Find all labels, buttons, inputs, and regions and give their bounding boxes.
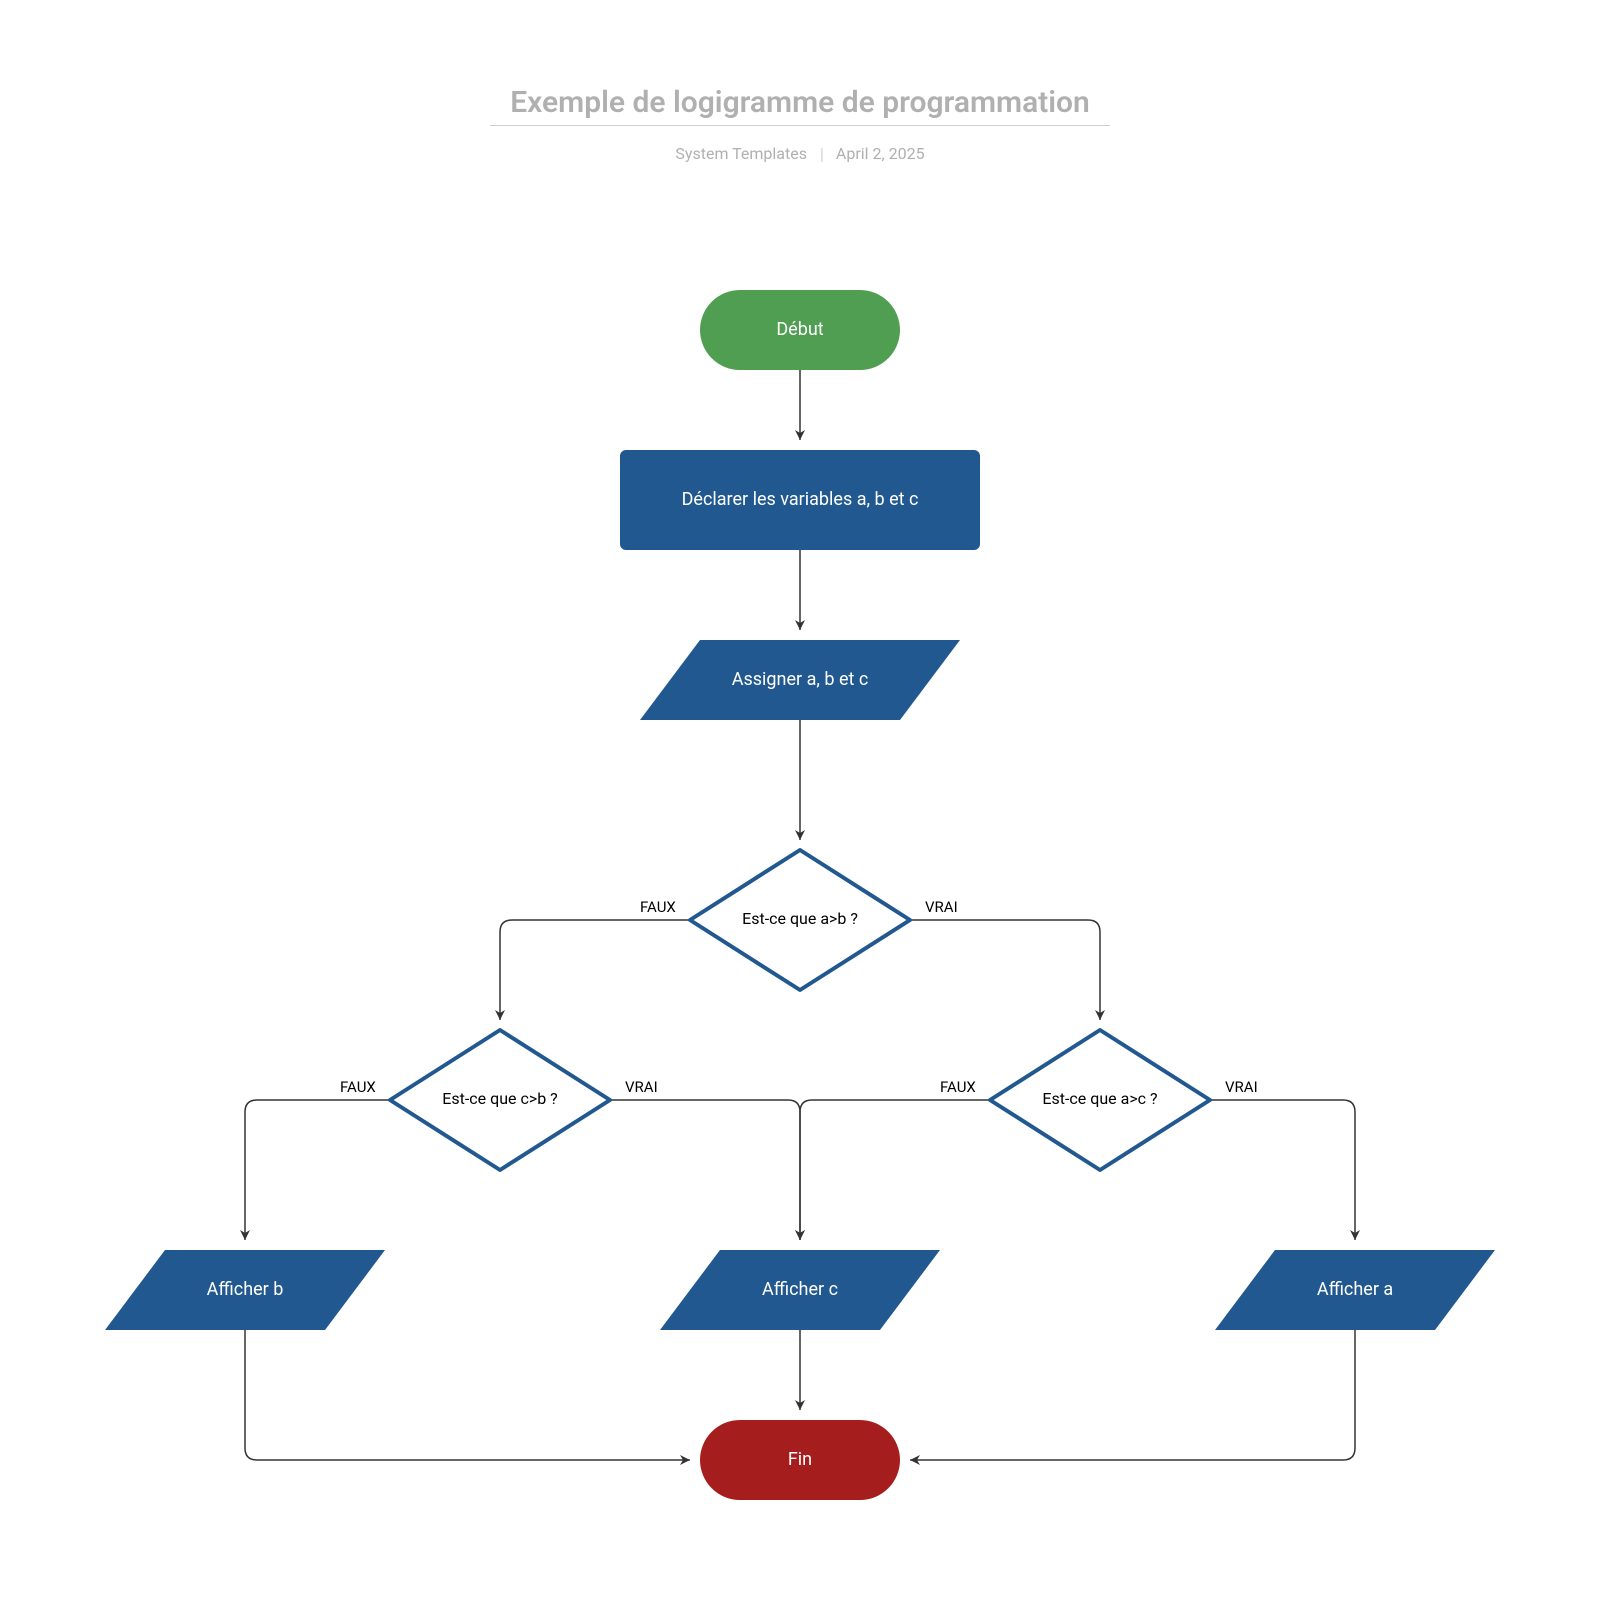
edge: [910, 920, 1100, 1020]
node-label: Afficher c: [762, 1279, 838, 1300]
edge-label: FAUX: [940, 1078, 976, 1096]
node-label: Est-ce que a>c ?: [1042, 1089, 1157, 1108]
edge: [610, 1100, 800, 1240]
edge: [245, 1330, 690, 1460]
node-label: Est-ce que c>b ?: [442, 1089, 557, 1108]
node-out_a: Afficher a: [1215, 1250, 1495, 1330]
node-d_cb: Est-ce que c>b ?: [390, 1030, 610, 1170]
node-label: Fin: [788, 1449, 812, 1470]
node-start: Début: [700, 290, 900, 370]
node-end: Fin: [700, 1420, 900, 1500]
edge: [910, 1330, 1355, 1460]
canvas: Exemple de logigramme de programmation S…: [0, 0, 1600, 1600]
edge: [1210, 1100, 1355, 1240]
edge-label: VRAI: [925, 898, 958, 916]
node-out_b: Afficher b: [105, 1250, 385, 1330]
nodes-layer: Début Déclarer les variables a, b et c Ass…: [105, 290, 1495, 1500]
node-out_c: Afficher c: [660, 1250, 940, 1330]
node-d_ab: Est-ce que a>b ?: [690, 850, 910, 990]
edge-label: FAUX: [340, 1078, 376, 1096]
edge: [800, 1100, 990, 1240]
node-declare: Déclarer les variables a, b et c: [620, 450, 980, 550]
node-label: Est-ce que a>b ?: [742, 909, 858, 928]
edge-label: VRAI: [1225, 1078, 1258, 1096]
node-label: Début: [776, 319, 823, 340]
edge: [500, 920, 690, 1020]
edge-label: VRAI: [625, 1078, 658, 1096]
flowchart-diagram: Début Déclarer les variables a, b et c Ass…: [0, 0, 1600, 1600]
node-label: Assigner a, b et c: [732, 669, 869, 690]
node-label: Afficher a: [1317, 1279, 1393, 1300]
node-assign: Assigner a, b et c: [640, 640, 960, 720]
node-d_ac: Est-ce que a>c ?: [990, 1030, 1210, 1170]
node-label: Afficher b: [207, 1279, 284, 1300]
node-label: Déclarer les variables a, b et c: [682, 489, 919, 510]
edge-label: FAUX: [640, 898, 676, 916]
edge: [245, 1100, 390, 1240]
